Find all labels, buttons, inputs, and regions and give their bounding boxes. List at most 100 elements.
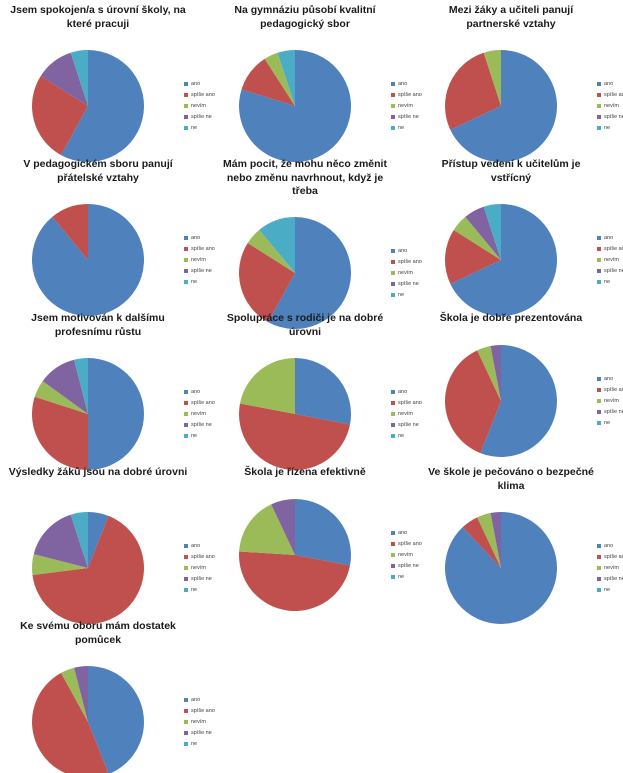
legend-swatch [391, 270, 395, 275]
legend-label: spíše ano [398, 258, 422, 265]
legend-item: spíše ano [184, 551, 218, 562]
legend-label: ano [398, 388, 408, 395]
legend-swatch [184, 587, 188, 592]
pie-slice-spíše-ano [32, 75, 88, 156]
legend-item: nevím [597, 562, 623, 573]
legend-item: nevím [597, 395, 623, 406]
legend-swatch [184, 741, 188, 746]
legend-swatch [184, 565, 188, 570]
legend-item: ne [597, 122, 623, 133]
legend-item: spíše ano [597, 384, 623, 395]
legend-swatch [391, 248, 395, 253]
legend-swatch [184, 103, 188, 108]
legend-label: spíše ne [398, 280, 419, 287]
legend-label: spíše ano [604, 386, 623, 393]
legend-swatch [597, 279, 601, 284]
pie-chart-panel: Mezi žáky a učiteli panují partnerské vz… [421, 4, 623, 162]
legend-swatch [391, 552, 395, 557]
legend-label: spíše ne [398, 113, 419, 120]
legend-swatch [391, 125, 395, 130]
legend-swatch [391, 292, 395, 297]
pie-slice-spíše-ano [445, 229, 501, 284]
chart-title: Spolupráce s rodiči je na dobré úrovni [226, 312, 384, 338]
legend-label: ano [191, 234, 201, 241]
pie-slice-ano [480, 345, 557, 457]
pie-slice-spíše-ne [490, 512, 501, 568]
legend-item: spíše ano [391, 397, 425, 408]
legend-item: ano [391, 386, 425, 397]
legend-swatch [184, 257, 188, 262]
pie-slice-nevím [264, 52, 295, 106]
legend-label: spíše ano [398, 399, 422, 406]
legend-swatch [597, 235, 601, 240]
chart-legend: ano spíše ano nevím spíše ne ne [391, 386, 425, 441]
legend-swatch [597, 409, 601, 414]
chart-legend: ano spíše ano nevím spíše ne ne [391, 78, 425, 133]
chart-title: Ve škole je pečováno o bezpečné klima [428, 466, 594, 492]
legend-item: ne [597, 584, 623, 595]
legend-swatch [597, 376, 601, 381]
legend-swatch [597, 103, 601, 108]
chart-title: Mezi žáky a učiteli panují partnerské vz… [448, 4, 574, 30]
legend-swatch [597, 565, 601, 570]
legend-item: ano [597, 540, 623, 551]
pie-slice-nevím [477, 512, 501, 568]
legend-swatch [391, 389, 395, 394]
legend-label: spíše ne [191, 113, 212, 120]
chart-legend: ano spíše ano nevím spíše ne ne [597, 78, 623, 133]
legend-label: spíše ano [604, 553, 623, 560]
pie-chart [31, 204, 144, 316]
legend-swatch [391, 281, 395, 286]
legend-label: nevím [191, 564, 206, 571]
legend-swatch [597, 268, 601, 273]
legend-swatch [184, 411, 188, 416]
legend-swatch [391, 81, 395, 86]
legend-label: ano [604, 375, 614, 382]
pie-slice-ano [268, 217, 352, 329]
pie-chart [32, 358, 144, 470]
pie-chart [32, 50, 145, 162]
legend-item: ano [184, 386, 218, 397]
legend-item: spíše ano [597, 89, 623, 100]
legend-label: ne [604, 586, 611, 593]
legend-label: spíše ano [191, 707, 215, 714]
pie-slice-nevím [239, 358, 295, 414]
pie-slice-ano [31, 204, 144, 316]
pie-slice-nevím [483, 50, 501, 106]
pie-slice-spíše-ano [32, 672, 109, 773]
legend-item: nevím [184, 100, 218, 111]
legend-swatch [391, 411, 395, 416]
pie-chart-panel: Ke svému oboru mám dostatek pomůcek ano sp… [8, 620, 215, 773]
pie-slice-ano [295, 499, 352, 566]
legend-item: ne [184, 430, 218, 441]
legend-item: spíše ne [184, 265, 218, 276]
legend-swatch [184, 268, 188, 273]
pie-slice-ano [295, 358, 352, 425]
legend-item: spíše ne [597, 573, 623, 584]
legend-item: ano [184, 540, 218, 551]
legend-swatch [597, 554, 601, 559]
legend-item: ne [184, 738, 218, 749]
pie-slice-spíše-ano [238, 551, 351, 612]
legend-label: ne [191, 278, 198, 285]
pie-slice-nevím [247, 229, 295, 273]
chart-legend: ano spíše ano nevím spíše ne ne [597, 373, 623, 428]
legend-label: ne [398, 124, 405, 131]
pie-slice-ne [483, 204, 501, 260]
legend-label: spíše ano [191, 553, 215, 560]
legend-swatch [597, 587, 601, 592]
legend-swatch [391, 92, 395, 97]
legend-swatch [597, 576, 601, 581]
pie-slice-ne [70, 50, 88, 106]
legend-item: spíše ne [391, 419, 425, 430]
legend-swatch [391, 103, 395, 108]
pie-chart-panel: Jsem spokojen/a s úrovní školy, na které… [8, 4, 218, 162]
legend-label: nevím [191, 256, 206, 263]
pie-chart-panel: Jsem motivován k dalšímu profesnímu růst… [8, 312, 218, 470]
chart-title: Jsem spokojen/a s úrovní školy, na které… [10, 4, 186, 30]
legend-item: ne [597, 276, 623, 287]
legend-label: ne [604, 124, 611, 131]
pie-slice-spíše-ano [238, 403, 351, 471]
legend-swatch [597, 543, 601, 548]
pie-chart-panel: Na gymnáziu působí kvalitní pedagogický … [215, 4, 425, 163]
